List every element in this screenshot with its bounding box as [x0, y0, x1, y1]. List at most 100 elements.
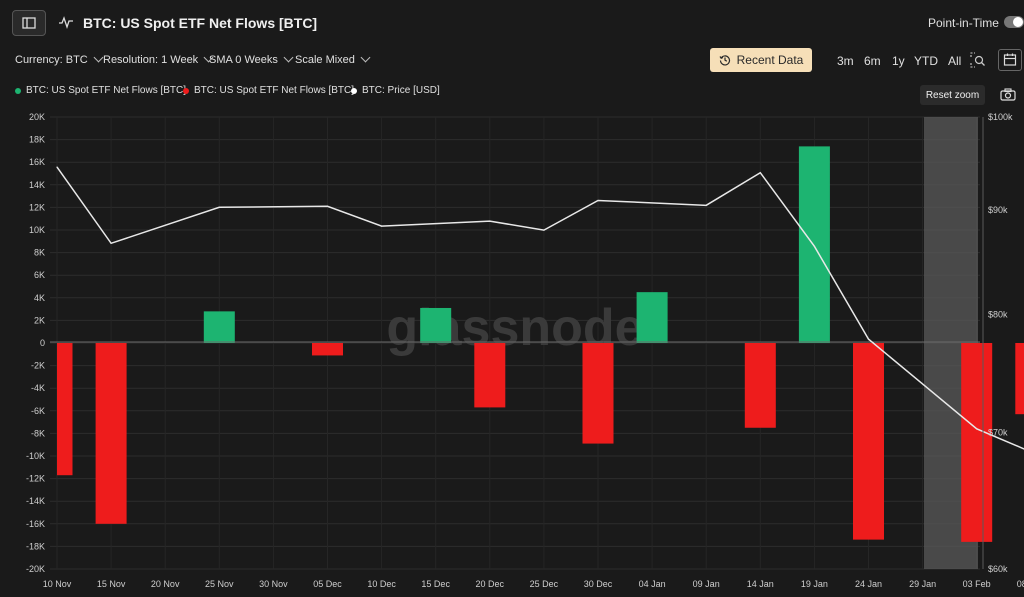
left-tick-label: 10K [29, 225, 45, 235]
left-tick-label: -12K [26, 474, 45, 484]
x-tick-label: 08 Feb [1017, 579, 1024, 589]
right-tick-label: $60k [988, 564, 1008, 574]
right-tick-label: $80k [988, 309, 1008, 319]
price-series [56, 166, 1024, 450]
x-tick-label: 14 Jan [747, 579, 774, 589]
price-point [381, 225, 383, 227]
left-tick-label: -18K [26, 541, 45, 551]
outflow-bar [744, 343, 776, 428]
price-point [110, 242, 112, 244]
right-axis: $60k $70k $80k $90k $100k [982, 112, 1013, 574]
x-axis: 10 Nov 15 Nov 20 Nov 25 Nov 30 Nov 05 Dec 10 D… [43, 579, 1024, 589]
left-axis: -20K -18K -16K -14K -12K -10K -8K -6K -4K -2K 0 2K 4… [26, 112, 45, 574]
legend-label: BTC: US Spot ETF Net Flows [BTC] [26, 85, 187, 96]
x-tick-label: 20 Dec [476, 579, 505, 589]
currency-label: Currency: BTC [15, 54, 88, 66]
camera-icon[interactable] [998, 86, 1018, 104]
x-tick-label: 25 Dec [530, 579, 559, 589]
left-tick-label: -4K [31, 383, 45, 393]
left-tick-label: 12K [29, 202, 45, 212]
price-line [56, 166, 1024, 450]
history-icon [719, 55, 730, 66]
legend-item-inflows[interactable]: BTC: US Spot ETF Net Flows [BTC] [15, 85, 186, 96]
legend-item-outflows[interactable]: BTC: US Spot ETF Net Flows [BTC] [183, 85, 354, 96]
legend-dot-red [183, 87, 189, 94]
point-in-time-toggle[interactable] [1004, 16, 1024, 28]
zoom-select-icon[interactable] [968, 50, 988, 70]
legend-dot-green [15, 87, 21, 94]
price-point [867, 338, 870, 340]
sma-label: SMA 0 Weeks [209, 54, 278, 66]
left-tick-label: 4K [34, 293, 45, 303]
inflow-bar [203, 311, 235, 343]
legend-label: BTC: Price [USD] [362, 85, 440, 96]
right-tick-label: $90k [988, 205, 1008, 215]
price-point [813, 245, 816, 247]
outflow-bar [312, 343, 343, 356]
x-tick-label: 30 Dec [584, 579, 613, 589]
price-point [218, 206, 220, 208]
resolution-label: Resolution: 1 Week [103, 54, 199, 66]
left-tick-label: 18K [29, 135, 45, 145]
outflow-bar [853, 343, 884, 540]
outflow-bar [57, 343, 73, 476]
inflow-bar [636, 292, 668, 343]
calendar-button[interactable] [998, 49, 1022, 71]
scale-label: Scale Mixed [295, 54, 355, 66]
price-point [326, 205, 329, 207]
outflow-bar [582, 343, 614, 444]
outflow-bar [474, 343, 506, 408]
left-tick-label: -14K [26, 496, 45, 506]
left-tick-label: -16K [26, 519, 45, 529]
left-tick-label: 2K [34, 315, 45, 325]
calendar-icon [1003, 53, 1017, 66]
price-point [597, 199, 599, 202]
right-tick-label: $70k [988, 428, 1008, 438]
left-tick-label: -10K [26, 451, 45, 461]
outflow-bar [961, 343, 993, 542]
sma-dropdown[interactable]: SMA 0 Weeks [209, 52, 294, 66]
left-tick-label: 0 [40, 338, 45, 348]
legend-label: BTC: US Spot ETF Net Flows [BTC] [194, 85, 355, 96]
left-tick-label: -20K [26, 564, 45, 574]
left-tick-label: -8K [31, 428, 45, 438]
pulse-icon [59, 16, 73, 30]
bars [57, 146, 1024, 542]
sidebar-toggle-button[interactable] [12, 10, 46, 36]
range-all-button[interactable]: All [948, 54, 962, 68]
legend-item-price[interactable]: BTC: Price [USD] [351, 85, 440, 96]
outflow-bar [95, 343, 127, 524]
price-point [489, 220, 491, 222]
price-point [543, 229, 545, 231]
x-tick-label: 25 Nov [205, 579, 234, 589]
x-tick-label: 29 Jan [909, 579, 936, 589]
range-1y-button[interactable]: 1y [892, 54, 905, 68]
top-bar: BTC: US Spot ETF Net Flows [BTC] Point-i… [0, 0, 1024, 46]
x-tick-label: 03 Feb [963, 579, 991, 589]
x-tick-label: 15 Nov [97, 579, 126, 589]
x-tick-label: 15 Dec [421, 579, 450, 589]
recent-data-label: Recent Data [736, 53, 804, 67]
point-in-time-label: Point-in-Time [928, 16, 999, 30]
left-tick-label: -2K [31, 361, 45, 371]
range-6m-button[interactable]: 6m [864, 54, 881, 68]
recent-data-button[interactable]: Recent Data [710, 48, 812, 72]
price-point [56, 166, 58, 168]
reset-zoom-button[interactable]: Reset zoom [920, 85, 985, 105]
x-tick-label: 24 Jan [855, 579, 882, 589]
price-point [976, 428, 978, 430]
chart-title: BTC: US Spot ETF Net Flows [BTC] [83, 15, 318, 31]
inflow-bar [798, 146, 830, 343]
price-point [705, 204, 707, 206]
left-tick-label: 16K [29, 157, 45, 167]
left-tick-label: 14K [29, 180, 45, 190]
range-ytd-button[interactable]: YTD [914, 54, 938, 68]
resolution-dropdown[interactable]: Resolution: 1 Week [103, 52, 214, 66]
sidebar-icon [22, 17, 36, 29]
left-tick-label: 20K [29, 112, 45, 122]
currency-dropdown[interactable]: Currency: BTC [15, 52, 104, 66]
range-3m-button[interactable]: 3m [837, 54, 854, 68]
scale-dropdown[interactable]: Scale Mixed [295, 52, 371, 66]
left-tick-label: 8K [34, 248, 45, 258]
